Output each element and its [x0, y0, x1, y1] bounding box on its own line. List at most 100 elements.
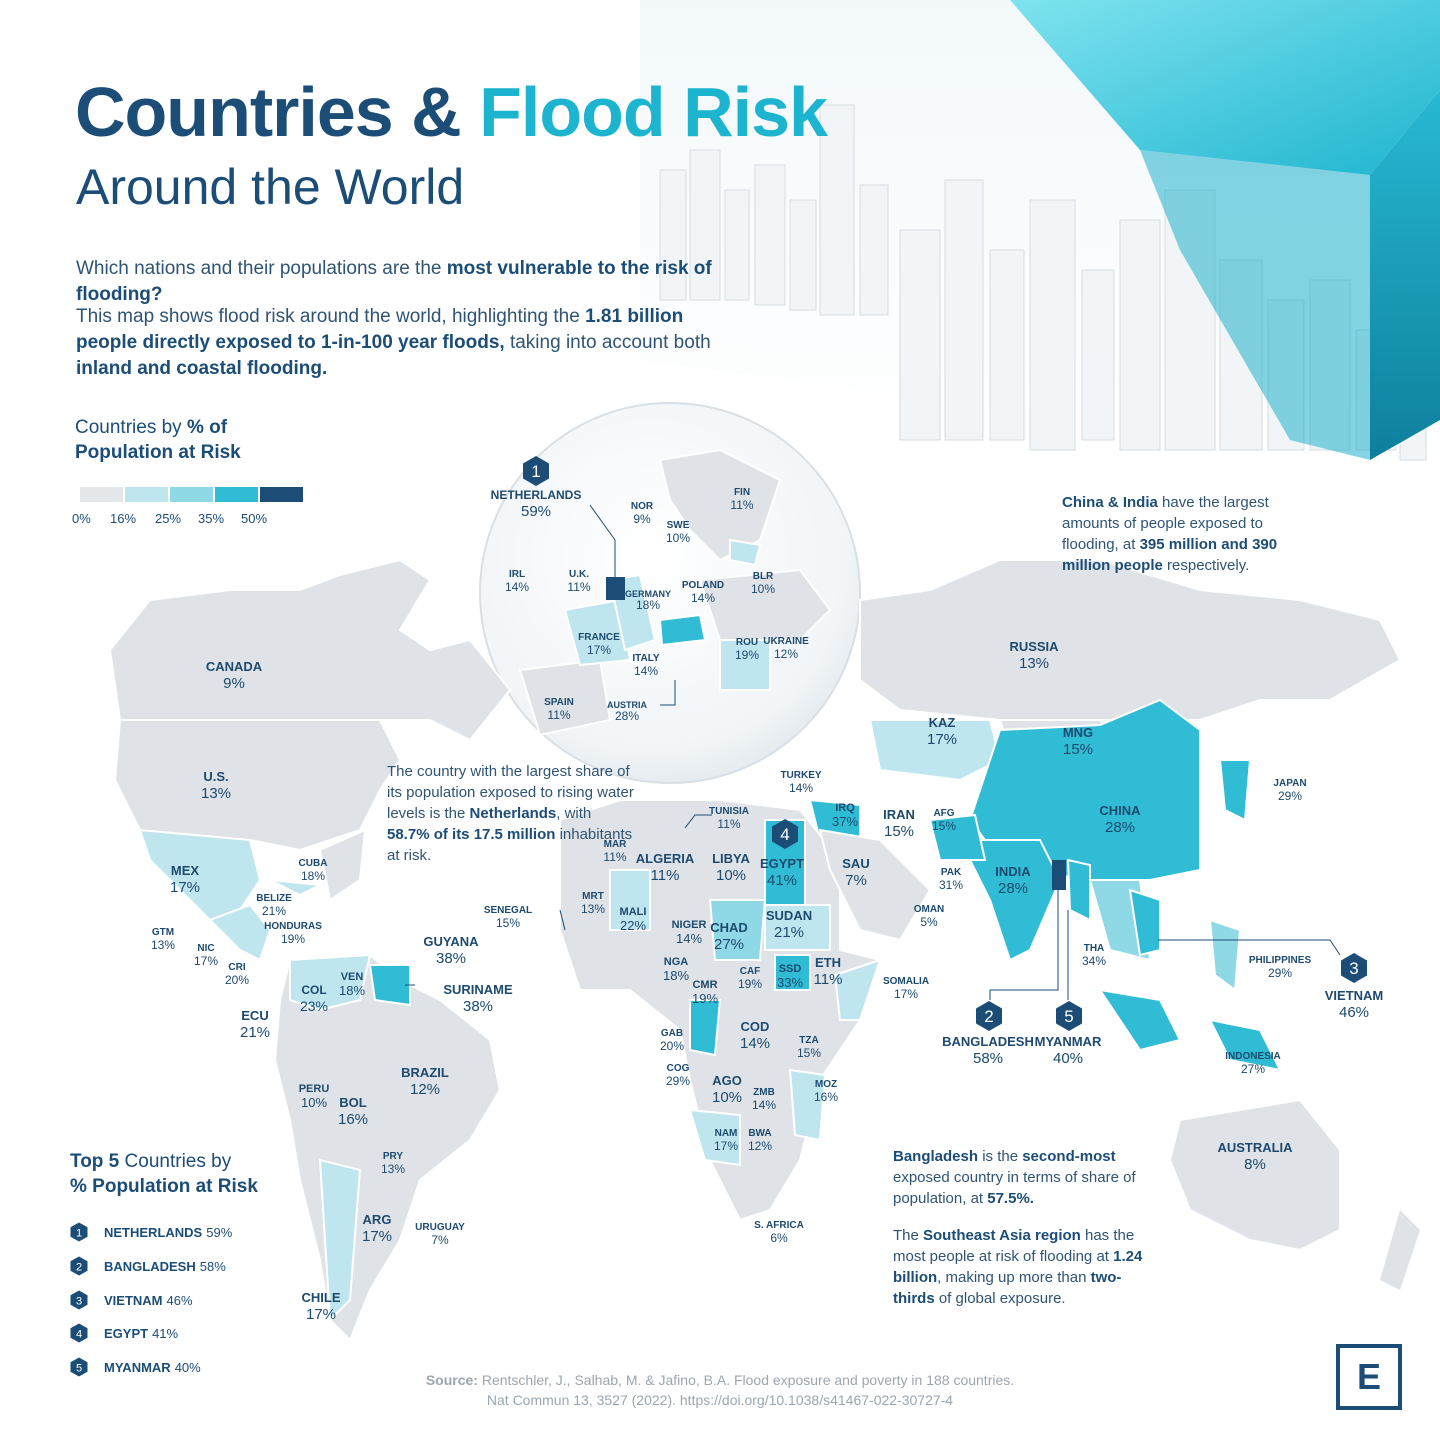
country-name: PRY [382, 1151, 404, 1162]
note-sea-text: The [893, 1227, 924, 1244]
country-value: 22% [619, 917, 647, 933]
country-label-china: CHINA 28% [1060, 803, 1180, 836]
top5-country: BANGLADESH [104, 1258, 196, 1274]
country-label-afg: AFG 15% [884, 808, 1004, 833]
country-label-ukraine: UKRAINE 12% [726, 636, 846, 661]
country-label-myanmar: MYANMAR 40% [1008, 1034, 1128, 1067]
country-name: ALGERIA [635, 851, 695, 866]
country-name: GUYANA [423, 934, 479, 949]
country-value: 15% [1062, 740, 1094, 758]
country-value: 7% [431, 1232, 449, 1247]
country-name: CAF [739, 966, 761, 977]
country-name: SPAIN [544, 697, 574, 708]
rank-badge-3: 3 [1341, 953, 1367, 983]
note-netherlands-text-3: inhabitants at risk. [387, 826, 633, 864]
country-label-arg: ARG 17% [317, 1212, 437, 1245]
note-netherlands-bold-2: 58.7% of its 17.5 million [387, 826, 556, 843]
note-netherlands: The country with the largest share of it… [387, 761, 637, 866]
country-name: KAZ [928, 715, 956, 730]
country-label-oman: OMAN 5% [869, 904, 989, 929]
country-name: BOL [339, 1095, 367, 1110]
top5-country: MYANMAR [104, 1359, 171, 1375]
intro-text-2: taking into account both [504, 332, 711, 353]
note-sea-text-4: of global exposure. [934, 1290, 1066, 1307]
country-name: GERMANY [624, 589, 671, 599]
rank-badge-1: 1 [523, 456, 549, 486]
note-sea-bold-2: 1.24 billion [893, 1248, 1143, 1286]
country-name: ZMB [753, 1087, 775, 1098]
country-label-gtm: GTM 13% [103, 927, 223, 952]
note-bangladesh-text-2: exposed country in terms of share of pop… [893, 1169, 1136, 1207]
country-value: 14% [788, 780, 814, 795]
country-label-somalia: SOMALIA 17% [846, 976, 966, 1001]
country-name: COL [301, 983, 327, 997]
rank-number: 3 [76, 1296, 82, 1308]
country-value: 46% [1338, 1003, 1370, 1021]
rank-badge-4-number: 4 [780, 825, 789, 844]
country-label-philippines: PHILIPPINES 29% [1220, 955, 1340, 980]
country-value: 27% [1240, 1061, 1266, 1076]
note-sea-bold-3: two-thirds [893, 1269, 1122, 1307]
country-value: 8% [1244, 1155, 1266, 1173]
rank-badge-5-number: 5 [1064, 1007, 1073, 1026]
country-label-mng: MNG 15% [1018, 725, 1138, 758]
country-value: 11% [730, 497, 754, 512]
country-label-honduras: HONDURAS 19% [233, 921, 353, 946]
country-name: GTM [151, 927, 175, 938]
country-label-cod: COD 14% [695, 1019, 815, 1052]
country-label-cuba: CUBA 18% [253, 858, 373, 883]
country-label-poland: POLAND 14% [643, 580, 763, 605]
country-name: FIN [733, 487, 751, 498]
note-netherlands-bold-1: Netherlands [469, 805, 557, 822]
country-label-turkey: TURKEY 14% [741, 770, 861, 795]
source-line-1: Rentschler, J., Salhab, M. & Jafino, B.A… [477, 1372, 1015, 1388]
country-value: 11% [547, 707, 571, 722]
country-value: 23% [299, 997, 329, 1014]
country-label-ago: AGO 10% [667, 1073, 787, 1106]
rank-badge-2: 2 [976, 1001, 1002, 1031]
country-name: SSD [778, 963, 802, 975]
country-label-cog: COG 29% [618, 1063, 738, 1088]
legend-tick: 50% [241, 511, 268, 526]
legend-tick: 25% [155, 511, 182, 526]
country-value: 14% [739, 1034, 771, 1052]
country-value: 5% [920, 914, 938, 929]
country-value: 21% [239, 1023, 271, 1041]
country-name: MRT [582, 891, 604, 902]
country-value: 29% [1277, 788, 1303, 803]
country-label-indonesia: INDONESIA 27% [1193, 1051, 1313, 1076]
top5-value: 41% [152, 1325, 179, 1341]
note-sea-text-2: has the most people at risk of flooding … [893, 1227, 1135, 1265]
country-name: OMAN [913, 904, 945, 915]
country-name: CANADA [205, 659, 263, 674]
legend-title-bold: % of Population at Risk [75, 417, 241, 463]
rank-hex-icon: 3 [70, 1290, 88, 1310]
country-value: 14% [504, 579, 530, 594]
rank-number: 2 [76, 1262, 82, 1274]
note-china-india-text-2: respectively. [1162, 557, 1250, 574]
country-value: 11% [650, 866, 680, 884]
note-bangladesh-bold-2: second-most [1022, 1148, 1116, 1165]
country-name: ECU [241, 1008, 269, 1023]
country-name: MALI [619, 906, 647, 918]
country-label-tunisia: TUNISIA 11% [669, 806, 789, 831]
country-name: ARG [362, 1212, 392, 1227]
country-label-germany: GERMANY 18% [588, 589, 708, 613]
country-name: MNG [1062, 725, 1094, 740]
country-label-u-s: U.S. 13% [156, 769, 276, 802]
country-value: 10% [665, 530, 691, 545]
top5-row: 5 MYANMAR 40% [70, 1356, 201, 1378]
country-name: SURINAME [443, 982, 513, 997]
country-value: 10% [711, 1088, 743, 1106]
note-bangladesh-bold-3: 57.5%. [987, 1190, 1034, 1207]
country-label-tza: TZA 15% [749, 1035, 869, 1060]
country-label-bangladesh: BANGLADESH 58% [928, 1034, 1048, 1067]
country-name: NIC [197, 943, 215, 954]
country-name: NIGER [671, 919, 707, 931]
country-value: 19% [737, 976, 763, 991]
note-bangladesh-text: is the [978, 1148, 1023, 1165]
note-china-india: China & India have the largest amounts o… [1062, 492, 1312, 576]
country-name: EGYPT [759, 856, 805, 871]
note-bangladesh-bold-1: Bangladesh [893, 1148, 979, 1165]
rank-number: 1 [76, 1228, 82, 1240]
